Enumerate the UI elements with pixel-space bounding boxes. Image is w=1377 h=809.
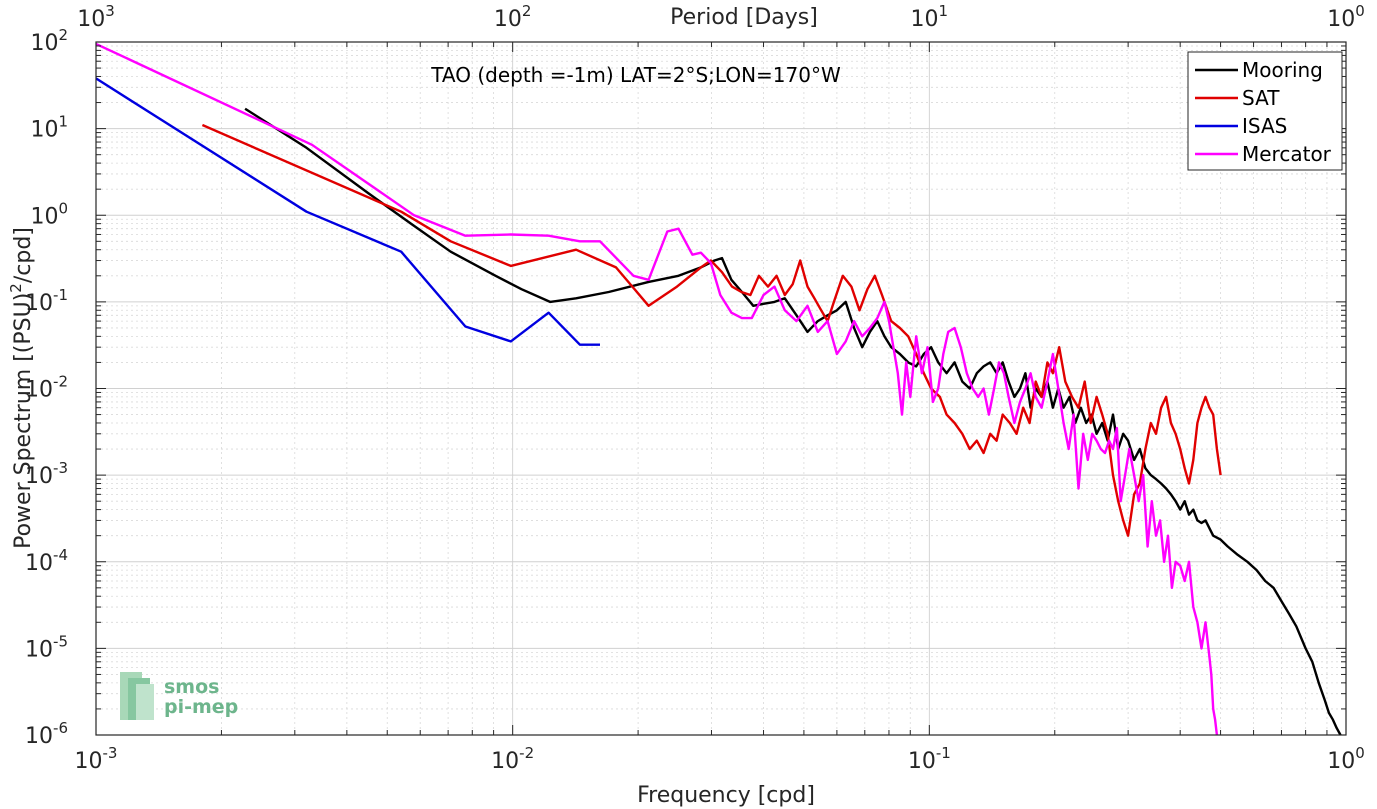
y-tick-label: 10-6 — [25, 719, 68, 749]
legend-box — [1187, 51, 1343, 171]
legend-label-sat: SAT — [1242, 86, 1280, 110]
x-tick-label: 10-2 — [491, 744, 534, 774]
series-line-sat — [201, 123, 1222, 537]
top-x-tick-label: 100 — [1327, 2, 1365, 32]
logo-bar-3 — [136, 684, 154, 720]
ticks-layer — [95, 41, 1347, 736]
top-x-axis-label: Period [Days] — [670, 5, 818, 30]
top-x-tick-label: 102 — [494, 2, 532, 32]
logo-text-pi-mep: pi-mep — [164, 696, 238, 718]
x-tick-label: 10-1 — [908, 744, 951, 774]
y-axis-label-superscript: 2 — [7, 283, 25, 293]
smos-pi-mep-logo: smos pi-mep — [120, 672, 238, 720]
y-axis-label: Power Spectrum [(PSU)2/cpd] — [7, 227, 36, 549]
y-tick-label: 10-1 — [25, 286, 68, 316]
top-x-tick-label: 103 — [77, 2, 115, 32]
y-tick-label: 101 — [30, 113, 68, 143]
legend-label-mooring: Mooring — [1242, 58, 1323, 82]
logo-text-smos: smos — [164, 676, 219, 698]
series-line-isas — [95, 77, 600, 346]
y-tick-label: 10-5 — [25, 632, 68, 662]
y-tick-label: 10-3 — [25, 459, 68, 489]
top-tick-labels: 103 102 101 100 — [77, 2, 1365, 32]
x-tick-label: 100 — [1327, 744, 1365, 774]
bottom-tick-labels: 10-3 10-2 10-1 100 — [75, 744, 1365, 774]
y-tick-label: 102 — [30, 26, 68, 56]
left-tick-labels: 102 101 100 10-1 10-2 10-3 10-4 10-5 10-6 — [25, 26, 68, 749]
legend-label-mercator: Mercator — [1242, 142, 1332, 166]
chart-title: TAO (depth =-1m) LAT=2°S;LON=170°W — [430, 63, 841, 87]
y-tick-label: 100 — [30, 199, 68, 229]
x-axis-label: Frequency [cpd] — [637, 783, 815, 808]
y-tick-label: 10-2 — [25, 373, 68, 403]
series-line-mercator — [95, 42, 1219, 736]
minor-grid — [96, 42, 1346, 735]
legend-label-isas: ISAS — [1242, 114, 1287, 138]
top-x-tick-label: 101 — [911, 2, 949, 32]
y-tick-label: 10-4 — [25, 546, 68, 576]
x-tick-label: 10-3 — [75, 744, 118, 774]
series-layer — [95, 42, 1342, 736]
legend: Mooring SAT ISAS Mercator — [1187, 51, 1343, 171]
y-axis-label-main: Power Spectrum [(PSU) — [11, 293, 36, 549]
y-axis-label-tail: /cpd] — [11, 227, 36, 283]
